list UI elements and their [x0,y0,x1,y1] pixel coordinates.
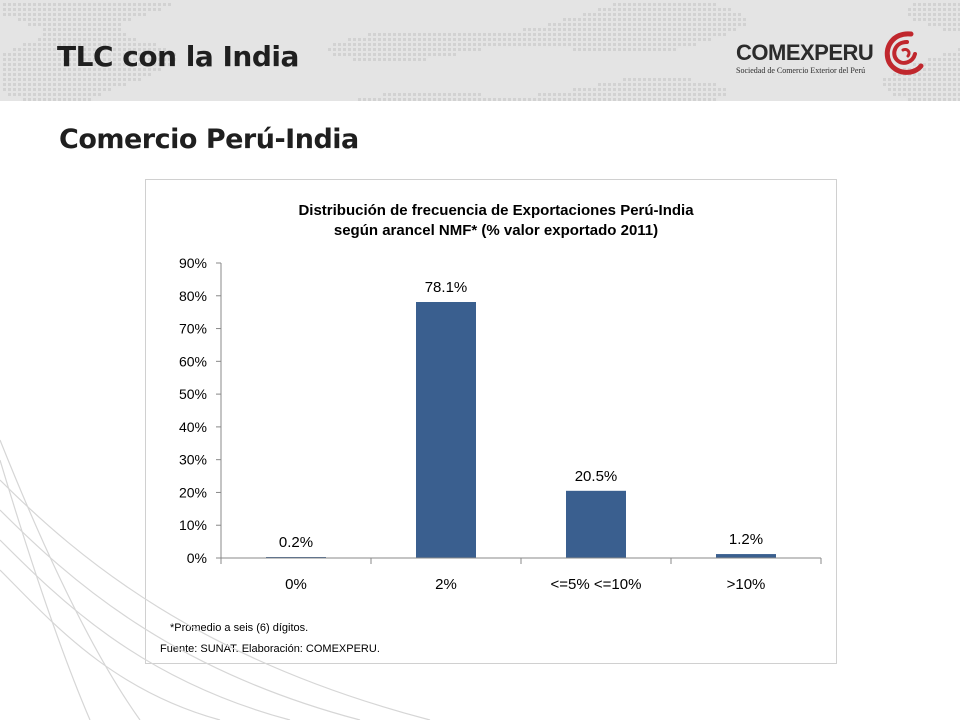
x-tick-label: 0% [285,576,307,593]
y-tick-label: 0% [187,550,207,566]
decorative-lines [0,439,431,720]
chart-title-line-2: según arancel NMF* (% valor exportado 20… [334,222,658,239]
chart-source: Fuente: SUNAT. Elaboración: COMEXPERU. [160,643,380,655]
y-tick-label: 50% [179,386,207,402]
y-tick-label: 60% [179,353,207,369]
y-axis: 0% 10% 20% 30% 40% 50% 60% 70% 80% 90% [179,255,222,566]
header-band [0,0,960,101]
data-label: 1.2% [729,531,763,548]
x-axis: 0% 2% <=5% <=10% >10% [220,557,822,593]
bar-3 [716,554,776,558]
data-label: 20.5% [575,468,618,485]
bar-chart: Distribución de frecuencia de Exportacio… [160,202,822,655]
section-subtitle: Comercio Perú-India [59,124,359,155]
y-tick-label: 30% [179,452,207,468]
y-tick-label: 10% [179,517,207,533]
world-map-pattern [3,3,960,101]
y-tick-label: 20% [179,484,207,500]
y-tick-label: 40% [179,419,207,435]
logo-wordmark: COMEXPERU [736,40,874,65]
bar-2 [566,490,626,558]
slide-title: TLC con la India [57,40,299,73]
bars-group: 0.2% 78.1% 20.5% 1.2% [266,279,776,558]
chart-container: Distribución de frecuencia de Exportacio… [145,179,837,664]
y-tick-label: 80% [179,288,207,304]
x-tick-label: 2% [435,576,457,593]
x-tick-label: <=5% <=10% [551,576,642,593]
chart-title-line-1: Distribución de frecuencia de Exportacio… [298,202,694,219]
data-label: 0.2% [279,534,313,551]
x-tick-label: >10% [727,576,766,593]
logo-tagline: Sociedad de Comercio Exterior del Perú [736,66,866,75]
bar-1 [416,302,476,558]
chart-footnote: *Promedio a seis (6) dígitos. [170,622,308,634]
y-tick-label: 70% [179,321,207,337]
y-tick-label: 90% [179,255,207,271]
data-label: 78.1% [425,279,468,296]
comexperu-logo: COMEXPERU Sociedad de Comercio Exterior … [734,28,924,84]
logo-swirl-icon [884,31,924,75]
